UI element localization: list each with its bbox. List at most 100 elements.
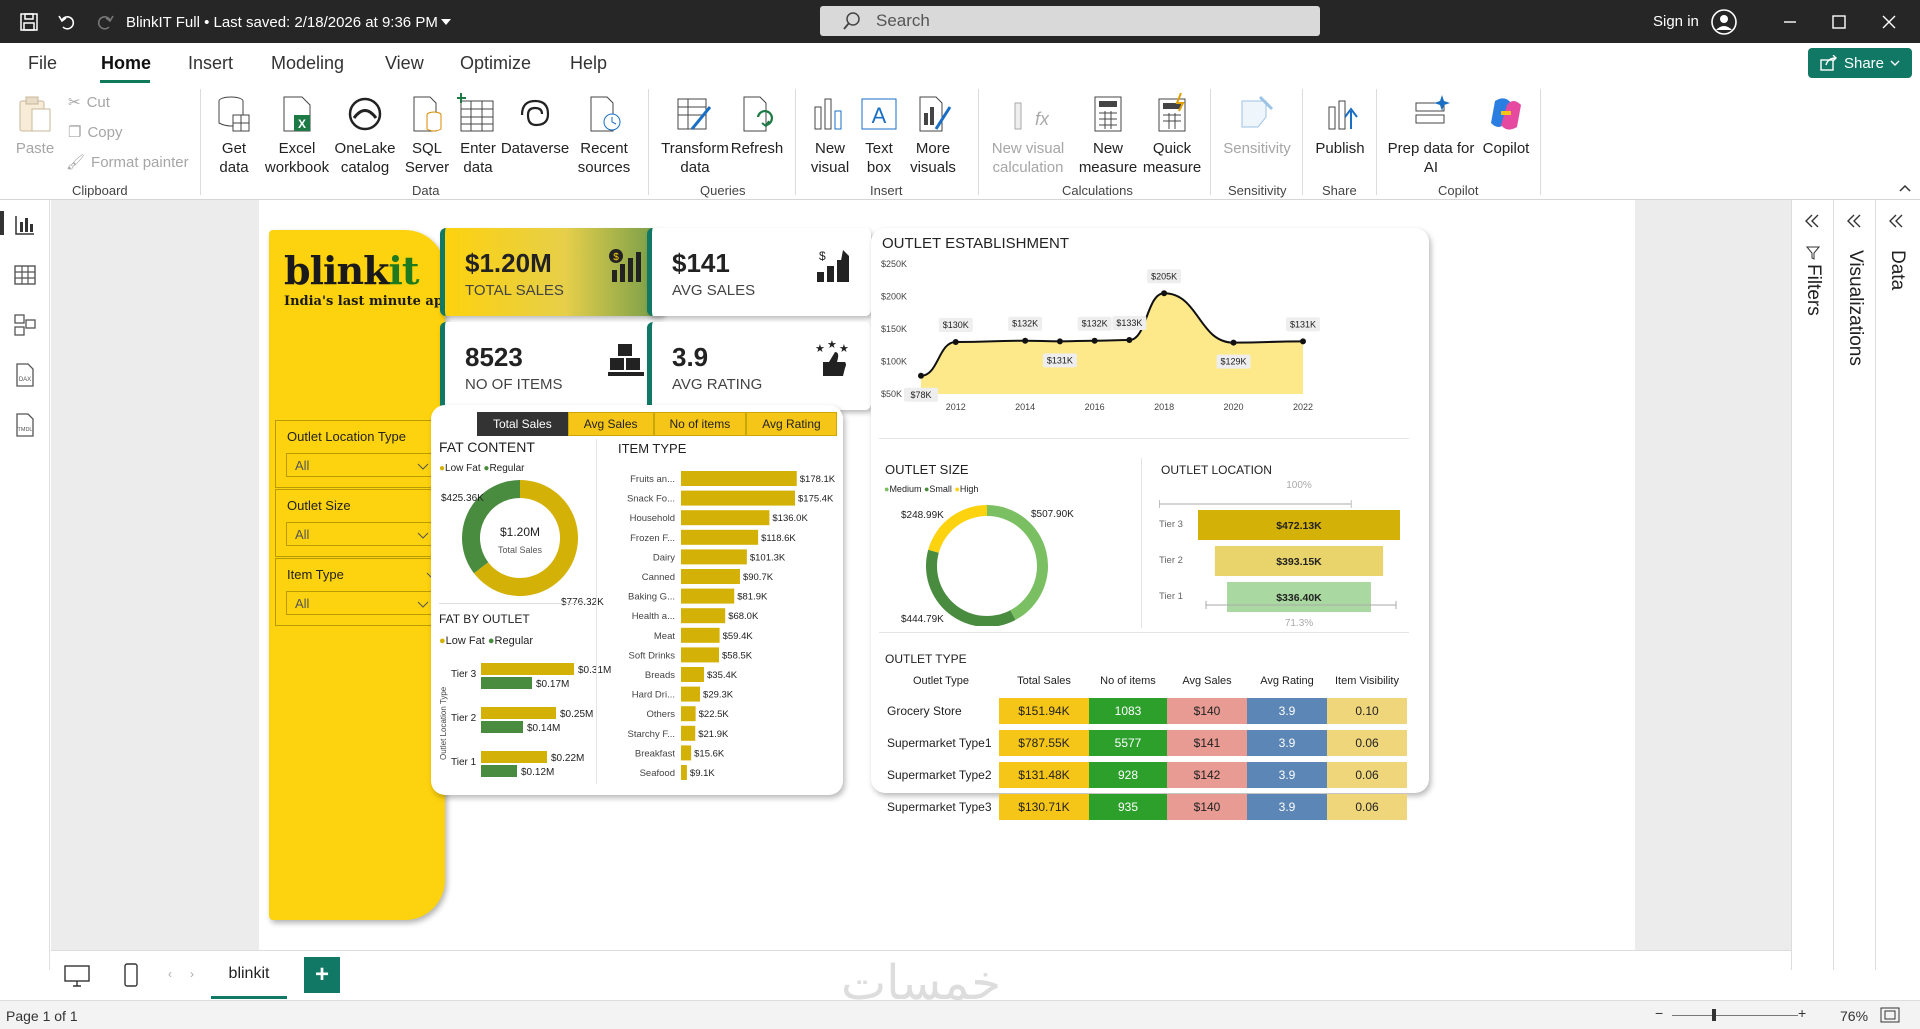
- fat-content-donut-chart[interactable]: $1.20M Total Sales $425.36K $776.32K: [431, 475, 606, 610]
- group-label-clipboard: Clipboard: [72, 183, 128, 198]
- tmdl-view-icon[interactable]: TMDL: [12, 412, 38, 438]
- excel-workbook-button[interactable]: X Excel workbook: [262, 93, 332, 177]
- slicer-outlet-size[interactable]: Outlet Size All: [275, 489, 447, 557]
- refresh-button[interactable]: Refresh: [731, 93, 783, 158]
- zoom-slider[interactable]: [1672, 1015, 1798, 1016]
- filters-pane[interactable]: Filters: [1792, 200, 1834, 970]
- tab-no-of-items[interactable]: No of items: [653, 412, 747, 436]
- item-type-bar-chart[interactable]: Fruits an... $178.1K Snack Fo... $175.4K Hou…: [603, 465, 843, 790]
- format-painter-button[interactable]: 🖌 Format painter: [66, 153, 189, 172]
- slicer-outlet-location-type[interactable]: Outlet Location Type All: [275, 420, 447, 488]
- transform-data-button[interactable]: Transform data: [660, 93, 730, 177]
- tab-total-sales[interactable]: Total Sales: [477, 412, 568, 436]
- bar-data-label: $29.3K: [703, 690, 734, 701]
- page-tab-blinkit[interactable]: blinkit: [211, 951, 287, 999]
- text-box-button[interactable]: A Text box: [856, 93, 902, 177]
- desktop-layout-icon[interactable]: [64, 965, 90, 987]
- tab-view[interactable]: View: [385, 53, 424, 73]
- outlet-location-funnel-chart[interactable]: 100% Tier 3 $472.13K Tier 2 $393.15K Tier 1 $…: [1151, 480, 1421, 630]
- sign-in-link[interactable]: Sign in: [1653, 13, 1699, 30]
- copilot-icon: [1491, 98, 1521, 130]
- minimize-icon[interactable]: [1778, 10, 1802, 34]
- tab-avg-sales[interactable]: Avg Sales: [567, 412, 654, 436]
- column-header[interactable]: Outlet Type: [912, 675, 970, 687]
- zoom-in-button[interactable]: +: [1798, 1005, 1807, 1021]
- category-label: Dairy: [653, 552, 675, 563]
- copy-button[interactable]: ❐ Copy: [68, 123, 123, 142]
- redo-icon[interactable]: [92, 10, 118, 34]
- add-page-button[interactable]: +: [304, 957, 340, 993]
- enter-data-button[interactable]: Enter data: [456, 93, 500, 177]
- chevron-right-icon[interactable]: ›: [190, 967, 194, 981]
- close-icon[interactable]: [1877, 10, 1901, 34]
- share-button[interactable]: Share: [1808, 48, 1912, 78]
- quick-measure-button[interactable]: Quick measure: [1142, 93, 1202, 177]
- slicer-dropdown[interactable]: All: [286, 453, 436, 477]
- search-box[interactable]: Search: [820, 6, 1320, 36]
- tab-home[interactable]: Home: [101, 53, 152, 73]
- visualizations-pane[interactable]: Visualizations: [1834, 200, 1876, 970]
- measure-tabs: Total Sales Avg Sales No of items Avg Ratin…: [477, 412, 837, 436]
- user-avatar-icon[interactable]: [1711, 9, 1737, 35]
- slicer-item-type[interactable]: Item Type All: [275, 558, 447, 626]
- column-header[interactable]: Avg Rating: [1260, 675, 1314, 687]
- tab-insert[interactable]: Insert: [188, 53, 234, 73]
- data-pane[interactable]: Data: [1876, 200, 1918, 970]
- recent-sources-button[interactable]: Recent sources: [570, 93, 638, 177]
- tab-help[interactable]: Help: [570, 53, 608, 73]
- column-header[interactable]: Avg Sales: [1182, 675, 1232, 687]
- collapse-ribbon-icon[interactable]: [1898, 183, 1912, 193]
- chevron-left-icon[interactable]: ‹: [168, 967, 172, 981]
- prep-data-for-ai-button[interactable]: Prep data for AI: [1386, 93, 1476, 177]
- report-view-icon[interactable]: [12, 212, 38, 238]
- column-header[interactable]: Item Visibility: [1335, 675, 1399, 687]
- table-view-icon[interactable]: [12, 262, 38, 288]
- legend-dot: ●: [923, 484, 930, 494]
- outlet-establishment-area-chart[interactable]: $50K $100K $150K $200K $250K 2012 2014 2016 2018…: [871, 252, 1429, 417]
- get-data-button[interactable]: Get data: [212, 93, 256, 177]
- mobile-layout-icon[interactable]: [123, 963, 139, 987]
- slicer-dropdown[interactable]: All: [286, 522, 436, 546]
- slicer-dropdown[interactable]: All: [286, 591, 436, 615]
- more-visuals-button[interactable]: More visuals: [904, 93, 962, 177]
- data-point: [1022, 337, 1029, 344]
- dataverse-button[interactable]: Dataverse: [500, 93, 570, 158]
- chevron-down-icon[interactable]: [440, 18, 452, 26]
- funnel-data-label: $472.13K: [1276, 520, 1322, 532]
- fit-to-page-icon[interactable]: [1880, 1007, 1900, 1023]
- new-visual-calculation-button[interactable]: fx New visual calculation: [988, 93, 1068, 177]
- outlet-size-donut-chart[interactable]: $248.99K $507.90K $444.79K: [871, 496, 1101, 626]
- bar-data-label: $22.5K: [699, 709, 730, 720]
- double-chevron-left-icon[interactable]: [1803, 212, 1821, 230]
- copilot-button[interactable]: Copilot: [1478, 93, 1534, 158]
- new-measure-button[interactable]: New measure: [1078, 93, 1138, 177]
- new-visual-button[interactable]: New visual: [806, 93, 854, 177]
- sql-server-button[interactable]: SQL Server: [402, 93, 452, 177]
- zoom-slider-thumb[interactable]: [1712, 1009, 1716, 1021]
- zoom-out-button[interactable]: −: [1655, 1005, 1664, 1021]
- maximize-icon[interactable]: [1827, 10, 1851, 34]
- tab-file[interactable]: File: [28, 53, 58, 73]
- undo-icon[interactable]: [54, 10, 80, 34]
- column-header[interactable]: Total Sales: [1017, 675, 1071, 687]
- dax-query-view-icon[interactable]: DAX: [12, 362, 38, 388]
- onelake-catalog-button[interactable]: OneLake catalog: [334, 93, 396, 177]
- data-label-box: [938, 318, 973, 332]
- paste-button[interactable]: Paste: [14, 93, 56, 158]
- double-chevron-left-icon[interactable]: [1887, 212, 1905, 230]
- data-label: $131K: [1047, 355, 1073, 365]
- fat-by-outlet-bar-chart[interactable]: Outlet Location Type Tier 3 $0.31M $0.17M T…: [431, 655, 621, 785]
- model-view-icon[interactable]: [12, 312, 38, 338]
- document-title[interactable]: BlinkIT Full • Last saved: 2/18/2026 at …: [126, 14, 438, 31]
- tab-optimize[interactable]: Optimize: [460, 53, 532, 73]
- double-chevron-left-icon[interactable]: [1845, 212, 1863, 230]
- text-box-icon: A: [861, 98, 897, 130]
- column-header[interactable]: No of items: [1100, 675, 1156, 687]
- sensitivity-button[interactable]: Sensitivity: [1222, 93, 1292, 158]
- save-icon[interactable]: [16, 10, 42, 34]
- publish-button[interactable]: Publish: [1312, 93, 1368, 158]
- funnel-bottom-percent: 71.3%: [1285, 618, 1313, 629]
- cut-button[interactable]: ✂ Cut: [68, 93, 110, 112]
- tab-modeling[interactable]: Modeling: [271, 53, 345, 73]
- tab-avg-rating[interactable]: Avg Rating: [746, 412, 837, 436]
